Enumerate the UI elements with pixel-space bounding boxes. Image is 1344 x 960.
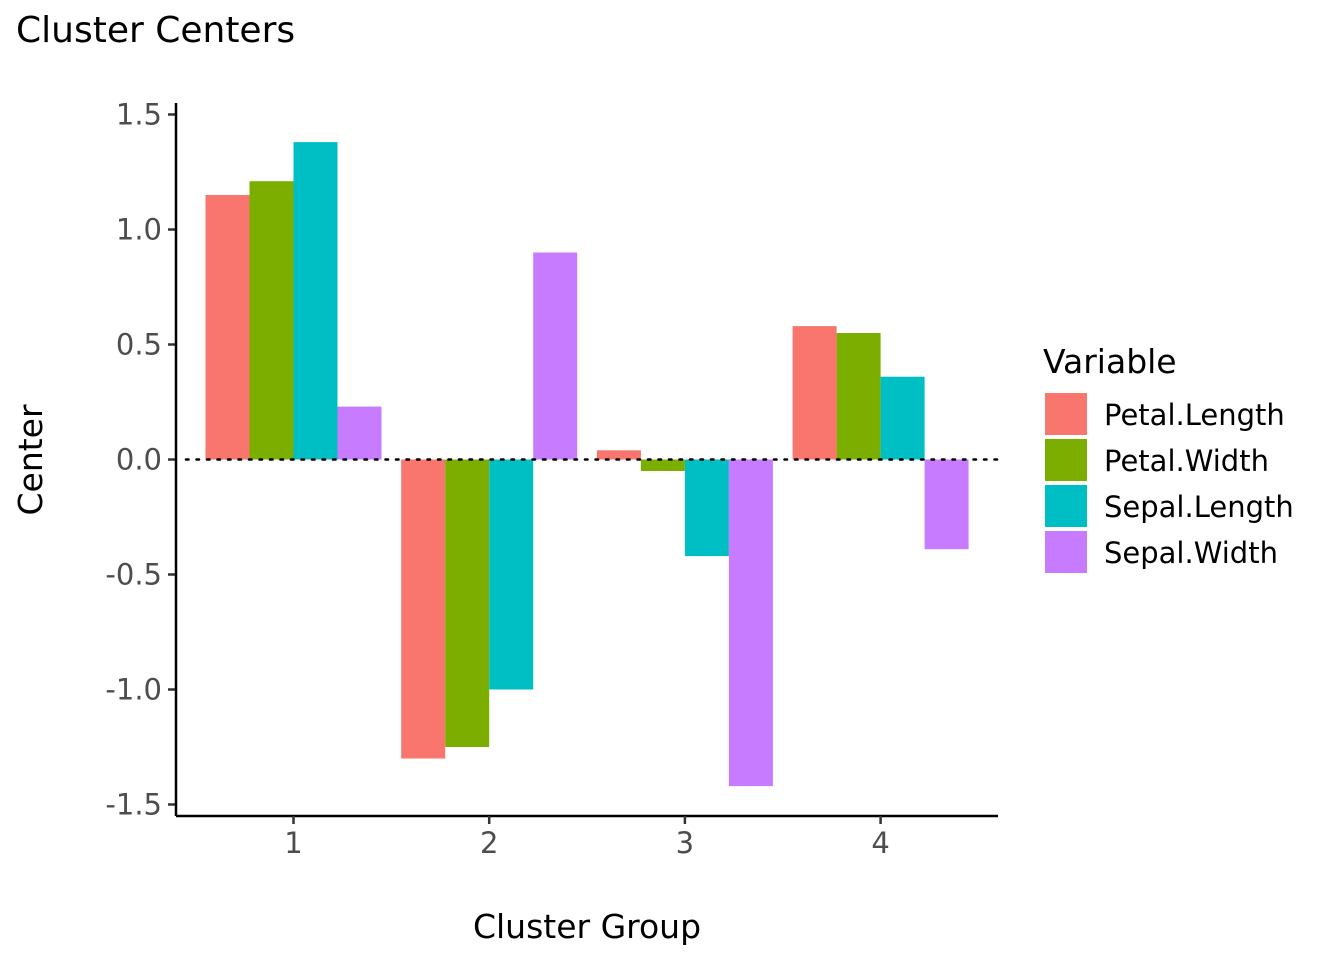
legend-key-sepal-width (1045, 531, 1087, 573)
bar-sepal-width-cluster-4 (924, 459, 969, 550)
bar-sepal-length-cluster-4 (880, 376, 925, 460)
legend: Variable Petal.Length Petal.Width Sepal.Le… (1043, 342, 1294, 573)
bars-group (205, 142, 969, 787)
y-axis-title: Center (11, 404, 50, 516)
y-tick-label: -1.5 (105, 788, 162, 822)
y-axis-ticks: -1.5 -1.0 -0.5 0.0 0.5 1.0 1.5 (105, 98, 176, 822)
x-tick-label: 3 (676, 826, 694, 860)
legend-label: Sepal.Length (1104, 490, 1294, 524)
legend-label: Petal.Width (1104, 444, 1269, 478)
y-tick-label: -1.0 (105, 673, 162, 707)
bar-petal-length-cluster-4 (792, 326, 837, 460)
bar-petal-width-cluster-3 (640, 459, 685, 471)
legend-label: Sepal.Width (1104, 536, 1278, 570)
bar-sepal-width-cluster-2 (533, 252, 578, 460)
legend-key-sepal-length (1045, 485, 1087, 527)
bar-sepal-length-cluster-3 (684, 459, 729, 557)
legend-key-petal-width (1045, 439, 1087, 481)
y-tick-label: 1.0 (116, 213, 162, 247)
y-tick-label: 1.5 (116, 98, 162, 132)
bar-sepal-width-cluster-3 (728, 459, 773, 787)
bar-petal-width-cluster-1 (249, 181, 294, 460)
legend-label: Petal.Length (1104, 398, 1285, 432)
bar-sepal-length-cluster-1 (293, 142, 338, 460)
x-axis-title: Cluster Group (473, 907, 701, 946)
bar-petal-length-cluster-2 (401, 459, 446, 759)
bar-sepal-length-cluster-2 (489, 459, 534, 690)
chart-title: Cluster Centers (16, 10, 295, 51)
y-tick-label: 0.5 (116, 328, 162, 362)
bar-petal-length-cluster-1 (205, 195, 250, 460)
legend-key-petal-length (1045, 393, 1087, 435)
bar-petal-width-cluster-4 (836, 333, 881, 460)
x-tick-label: 1 (284, 826, 302, 860)
bar-petal-width-cluster-2 (445, 459, 490, 747)
y-tick-label: -0.5 (105, 558, 162, 592)
bar-sepal-width-cluster-1 (337, 406, 382, 460)
x-tick-label: 2 (480, 826, 498, 860)
x-tick-label: 4 (871, 826, 889, 860)
legend-title: Variable (1043, 342, 1177, 381)
bar-petal-length-cluster-3 (596, 450, 641, 460)
x-axis-ticks: 1 2 3 4 (284, 816, 890, 860)
y-tick-label: 0.0 (116, 443, 162, 477)
